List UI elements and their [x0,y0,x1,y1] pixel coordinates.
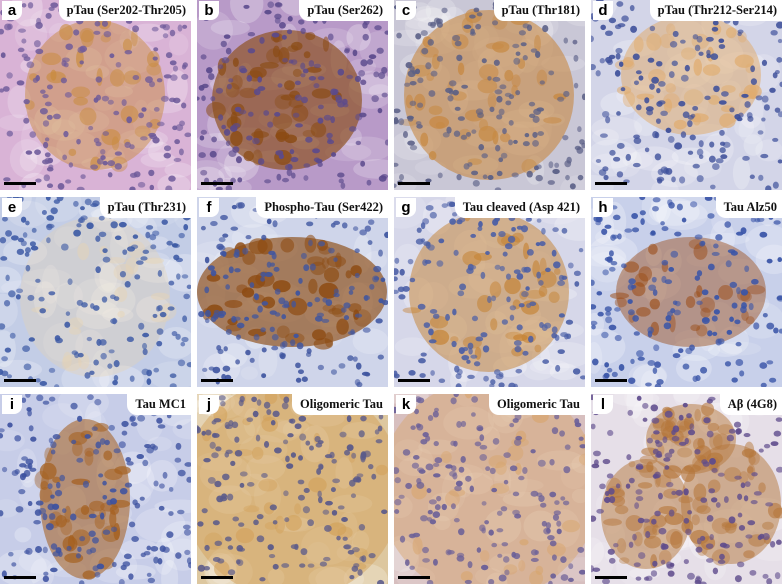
micrograph-g [394,197,585,387]
panel-l: l Aβ (4G8) [591,394,782,584]
scale-bar [398,379,430,382]
micrograph-e [0,197,191,387]
panel-j: j Oligomeric Tau [197,394,388,584]
micrograph-i [0,394,191,584]
scale-bar [201,576,233,579]
scale-bar [595,182,627,185]
panel-letter: c [396,1,416,20]
micrograph-f [197,197,388,387]
scale-bar [201,182,233,185]
panel-b: b pTau (Ser262) [197,0,388,190]
micrograph-l [591,394,782,584]
panel-letter: j [199,395,219,414]
panel-title: pTau (Thr181) [493,0,585,21]
panel-letter: d [593,1,613,20]
micrograph-h [591,197,782,387]
panel-letter: b [199,1,219,20]
panel-letter: e [2,198,22,217]
panel-title: Tau MC1 [127,394,191,415]
panel-letter: f [199,198,219,217]
panel-letter: l [593,395,613,414]
scale-bar [4,576,36,579]
panel-letter: a [2,1,22,20]
panel-title: pTau (Ser262) [299,0,388,21]
panel-title: pTau (Ser202-Thr205) [58,0,191,21]
panel-title: Oligomeric Tau [489,394,585,415]
scale-bar [201,379,233,382]
scale-bar [595,379,627,382]
scale-bar [398,182,430,185]
scale-bar [398,576,430,579]
panel-d: d pTau (Thr212-Ser214) [591,0,782,190]
scale-bar [4,182,36,185]
panel-title: Oligomeric Tau [292,394,388,415]
panel-f: f Phospho-Tau (Ser422) [197,197,388,387]
panel-letter: k [396,395,416,414]
panel-h: h Tau Alz50 [591,197,782,387]
panel-letter: g [396,198,416,217]
scale-bar [595,576,627,579]
scale-bar [4,379,36,382]
panel-k: k Oligomeric Tau [394,394,585,584]
panel-title: Tau Alz50 [715,197,782,218]
panel-title: pTau (Thr212-Ser214) [649,0,782,21]
panel-letter: i [2,395,22,414]
panel-title: pTau (Thr231) [99,197,191,218]
micrograph-k [394,394,585,584]
panel-e: e pTau (Thr231) [0,197,191,387]
panel-c: c pTau (Thr181) [394,0,585,190]
micrograph-j [197,394,388,584]
panel-letter: h [593,198,613,217]
panel-title: Phospho-Tau (Ser422) [256,197,388,218]
micrograph-d [591,0,782,190]
panel-title: Aβ (4G8) [719,394,782,415]
panel-g: g Tau cleaved (Asp 421) [394,197,585,387]
panel-title: Tau cleaved (Asp 421) [454,197,585,218]
micrograph-a [0,0,191,190]
micrograph-c [394,0,585,190]
panel-a: a pTau (Ser202-Thr205) [0,0,191,190]
micrograph-b [197,0,388,190]
panel-i: i Tau MC1 [0,394,191,584]
